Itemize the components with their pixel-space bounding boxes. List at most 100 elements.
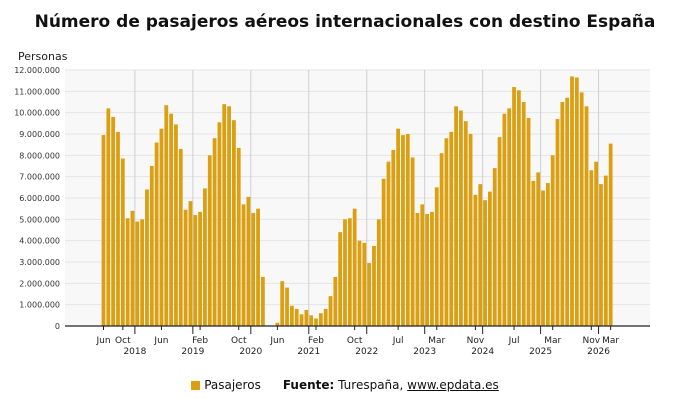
x-month-label: Oct <box>115 336 131 346</box>
bar <box>333 276 338 326</box>
legend: Pasajeros Fuente: Turespaña, www.epdata.e… <box>0 378 690 392</box>
bar <box>608 143 613 326</box>
bar <box>603 175 608 326</box>
bar <box>594 161 599 326</box>
bar <box>565 97 570 326</box>
bar <box>352 208 357 326</box>
x-month-label: Feb <box>308 336 324 346</box>
bar <box>492 168 497 326</box>
bar <box>473 194 478 326</box>
x-year-label: 2026 <box>587 347 610 357</box>
bar <box>391 150 396 326</box>
bar <box>285 287 289 326</box>
y-tick-label: 1.000.000 <box>19 301 60 310</box>
bar <box>212 138 217 326</box>
x-month-label: Oct <box>231 336 247 346</box>
bar <box>256 208 260 326</box>
x-year-label: 2019 <box>181 347 204 357</box>
bar <box>140 219 145 326</box>
bar <box>459 110 463 327</box>
bar <box>232 120 236 326</box>
bar <box>526 118 531 326</box>
y-tick-label: 2.000.000 <box>19 279 60 288</box>
bar <box>521 102 526 326</box>
bar <box>439 153 444 326</box>
x-year-label: 2024 <box>471 347 494 357</box>
bar <box>531 180 536 326</box>
bar <box>323 308 328 326</box>
bar <box>579 92 584 327</box>
bar <box>169 113 174 326</box>
bar <box>343 219 347 326</box>
bar <box>415 212 420 326</box>
y-tick-label: 5.000.000 <box>19 215 60 224</box>
bar <box>289 305 294 326</box>
bar <box>101 135 106 326</box>
bar <box>589 170 594 326</box>
bar <box>444 138 449 326</box>
bar <box>338 232 343 326</box>
bar <box>362 242 367 326</box>
bar <box>251 212 256 326</box>
bar <box>120 158 125 326</box>
x-year-label: 2022 <box>355 347 378 357</box>
legend-series-label: Pasajeros <box>204 378 261 392</box>
bar <box>381 178 386 326</box>
source-text: Turespaña, <box>338 378 404 392</box>
bar <box>396 128 401 326</box>
bar <box>145 189 149 326</box>
bar <box>430 211 434 326</box>
bar <box>217 122 222 327</box>
bar <box>275 322 280 326</box>
x-year-label: 2025 <box>529 347 552 357</box>
y-tick-label: 0 <box>55 322 60 331</box>
bar <box>420 204 425 326</box>
bar <box>584 106 589 327</box>
y-tick-label: 11.000.000 <box>14 87 60 96</box>
bar <box>386 161 391 326</box>
x-month-label: Oct <box>347 336 363 346</box>
bar <box>599 184 603 326</box>
bar <box>560 102 565 326</box>
bar <box>227 106 231 327</box>
x-year-label: 2020 <box>239 347 262 357</box>
bar <box>280 281 285 326</box>
bar <box>222 104 227 326</box>
x-year-label: 2023 <box>413 347 436 357</box>
bar <box>555 119 560 326</box>
x-year-label: 2021 <box>297 347 320 357</box>
source-link[interactable]: www.epdata.es <box>407 378 499 392</box>
legend-swatch <box>191 381 201 390</box>
bar <box>135 221 140 326</box>
x-month-label: Nov <box>583 336 601 346</box>
bar <box>304 310 309 326</box>
x-month-label: Mar <box>602 336 619 346</box>
bar <box>198 211 202 326</box>
y-tick-label: 10.000.000 <box>14 109 60 118</box>
y-axis-label: Personas <box>18 50 68 63</box>
bar <box>410 157 415 326</box>
y-tick-label: 3.000.000 <box>19 258 60 267</box>
bar <box>106 108 111 327</box>
bar <box>149 166 154 326</box>
bar <box>502 113 507 326</box>
bar <box>347 218 352 326</box>
y-tick-label: 4.000.000 <box>19 237 60 246</box>
y-tick-label: 7.000.000 <box>19 173 60 182</box>
bar <box>468 134 473 326</box>
bar <box>463 121 468 326</box>
bar <box>241 204 246 326</box>
bar <box>574 77 579 326</box>
y-tick-label: 8.000.000 <box>19 151 60 160</box>
bar <box>246 196 251 326</box>
bar <box>207 155 212 326</box>
bar <box>159 128 164 326</box>
bar <box>478 184 483 326</box>
bar <box>454 106 458 327</box>
bar <box>488 191 492 326</box>
x-month-label: Jun <box>269 336 284 346</box>
bar <box>309 315 314 326</box>
bar <box>425 214 430 326</box>
y-tick-label: 6.000.000 <box>19 194 60 203</box>
